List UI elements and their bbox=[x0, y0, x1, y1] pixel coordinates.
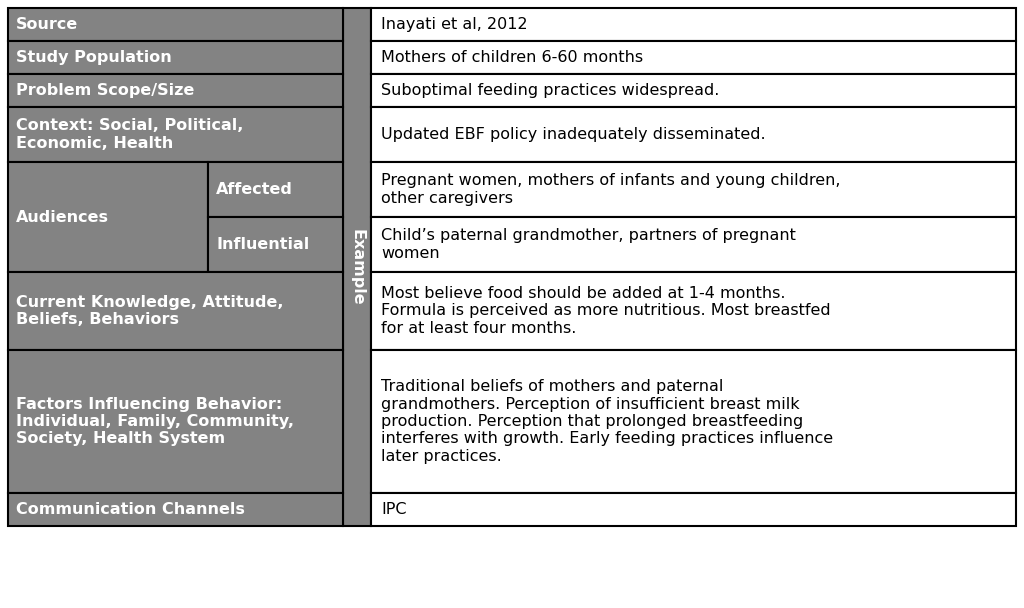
Bar bbox=[8, 107, 343, 162]
Bar bbox=[371, 162, 1016, 217]
Text: Affected: Affected bbox=[216, 182, 293, 197]
Text: Child’s paternal grandmother, partners of pregnant
women: Child’s paternal grandmother, partners o… bbox=[381, 228, 796, 261]
Text: Problem Scope/Size: Problem Scope/Size bbox=[16, 83, 195, 98]
Text: Mothers of children 6-60 months: Mothers of children 6-60 months bbox=[381, 50, 643, 65]
Bar bbox=[208, 162, 343, 217]
Bar bbox=[371, 74, 1016, 107]
Text: Context: Social, Political,
Economic, Health: Context: Social, Political, Economic, He… bbox=[16, 119, 244, 151]
Bar bbox=[8, 272, 343, 350]
Text: Source: Source bbox=[16, 17, 78, 32]
Text: Audiences: Audiences bbox=[16, 210, 109, 224]
Bar bbox=[371, 107, 1016, 162]
Text: Inayati et al, 2012: Inayati et al, 2012 bbox=[381, 17, 527, 32]
Text: IPC: IPC bbox=[381, 502, 407, 517]
Text: Study Population: Study Population bbox=[16, 50, 172, 65]
Bar bbox=[371, 493, 1016, 526]
Bar bbox=[8, 493, 343, 526]
Bar bbox=[8, 8, 343, 41]
Bar bbox=[8, 162, 208, 272]
Bar bbox=[371, 8, 1016, 41]
Text: Influential: Influential bbox=[216, 237, 309, 252]
Text: Updated EBF policy inadequately disseminated.: Updated EBF policy inadequately dissemin… bbox=[381, 127, 766, 142]
Text: Traditional beliefs of mothers and paternal
grandmothers. Perception of insuffic: Traditional beliefs of mothers and pater… bbox=[381, 379, 834, 464]
Bar bbox=[371, 272, 1016, 350]
Bar bbox=[208, 217, 343, 272]
Text: Communication Channels: Communication Channels bbox=[16, 502, 245, 517]
Bar bbox=[371, 41, 1016, 74]
Bar bbox=[371, 217, 1016, 272]
Bar bbox=[8, 41, 343, 74]
Bar bbox=[371, 350, 1016, 493]
Text: Suboptimal feeding practices widespread.: Suboptimal feeding practices widespread. bbox=[381, 83, 720, 98]
Bar bbox=[343, 8, 371, 526]
Text: Current Knowledge, Attitude,
Beliefs, Behaviors: Current Knowledge, Attitude, Beliefs, Be… bbox=[16, 295, 284, 327]
Bar bbox=[8, 74, 343, 107]
Text: Example: Example bbox=[349, 229, 365, 305]
Text: Most believe food should be added at 1-4 months.
Formula is perceived as more nu: Most believe food should be added at 1-4… bbox=[381, 286, 830, 336]
Bar bbox=[8, 350, 343, 493]
Text: Factors Influencing Behavior:
Individual, Family, Community,
Society, Health Sys: Factors Influencing Behavior: Individual… bbox=[16, 396, 294, 446]
Text: Pregnant women, mothers of infants and young children,
other caregivers: Pregnant women, mothers of infants and y… bbox=[381, 173, 841, 206]
